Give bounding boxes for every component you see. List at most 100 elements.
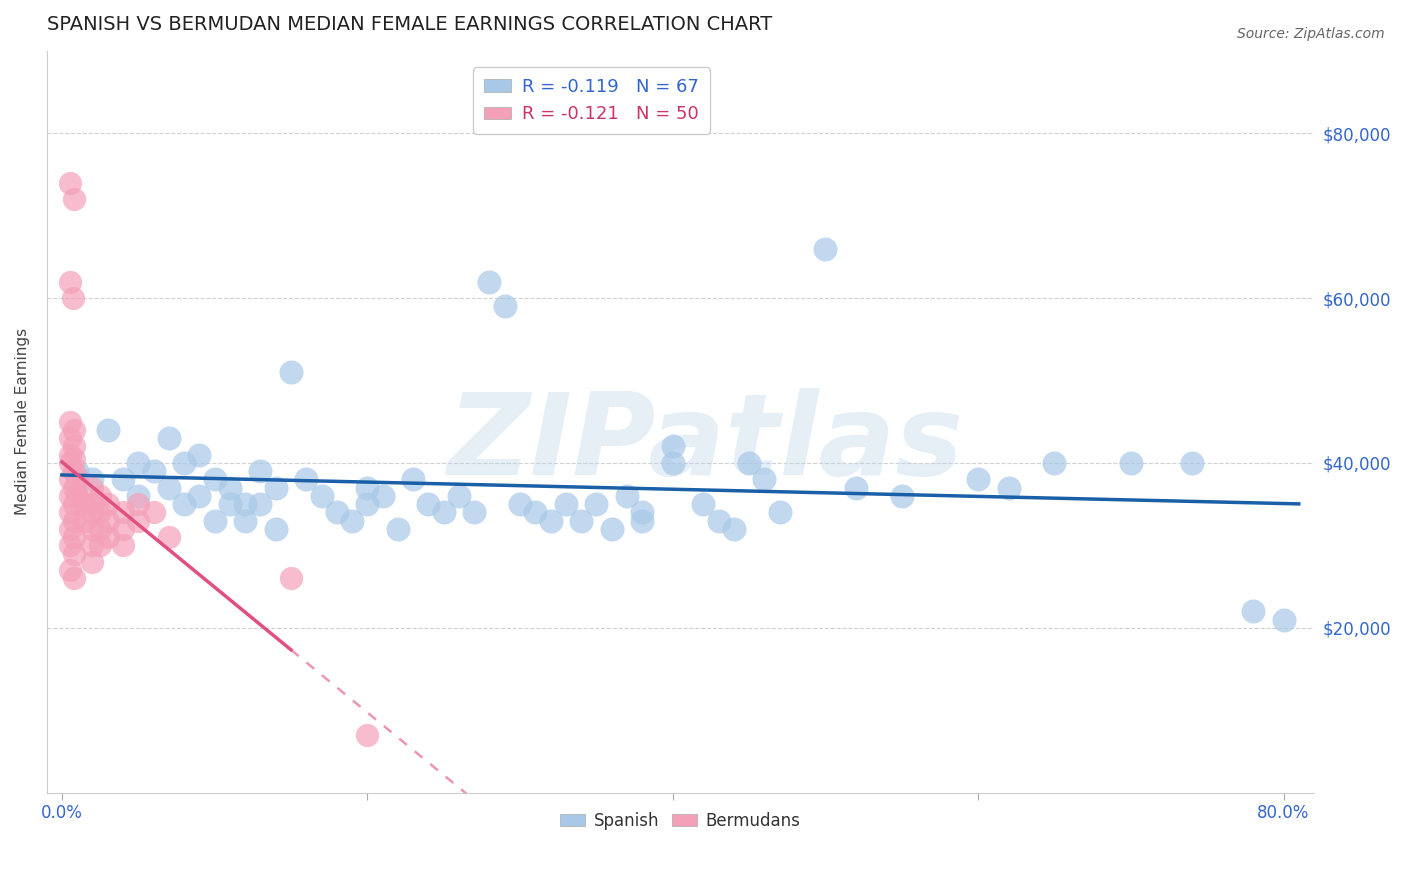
Point bbox=[997, 481, 1019, 495]
Legend: Spanish, Bermudans: Spanish, Bermudans bbox=[554, 805, 807, 836]
Point bbox=[63, 192, 86, 206]
Point bbox=[188, 448, 211, 462]
Point bbox=[600, 522, 623, 536]
Point bbox=[157, 481, 180, 495]
Point bbox=[402, 472, 425, 486]
Point bbox=[111, 522, 134, 536]
Point bbox=[264, 522, 287, 536]
Point bbox=[387, 522, 409, 536]
Point bbox=[97, 423, 120, 437]
Point bbox=[82, 497, 104, 511]
Point bbox=[692, 497, 714, 511]
Point bbox=[631, 514, 654, 528]
Point bbox=[554, 497, 576, 511]
Point bbox=[58, 522, 80, 536]
Point bbox=[845, 481, 868, 495]
Point bbox=[890, 489, 912, 503]
Point bbox=[326, 505, 349, 519]
Point bbox=[233, 497, 256, 511]
Point bbox=[418, 497, 440, 511]
Point bbox=[66, 464, 89, 478]
Text: ZIPatlas: ZIPatlas bbox=[447, 389, 963, 500]
Point bbox=[58, 275, 80, 289]
Point bbox=[585, 497, 607, 511]
Point bbox=[463, 505, 485, 519]
Point bbox=[58, 448, 80, 462]
Point bbox=[219, 481, 242, 495]
Point bbox=[89, 538, 111, 552]
Point bbox=[82, 472, 104, 486]
Point bbox=[127, 514, 149, 528]
Text: Source: ZipAtlas.com: Source: ZipAtlas.com bbox=[1237, 27, 1385, 41]
Point bbox=[89, 489, 111, 503]
Point bbox=[58, 505, 80, 519]
Point bbox=[97, 530, 120, 544]
Point bbox=[73, 514, 96, 528]
Point bbox=[204, 472, 226, 486]
Point bbox=[371, 489, 394, 503]
Point bbox=[661, 456, 683, 470]
Point bbox=[723, 522, 745, 536]
Point bbox=[127, 456, 149, 470]
Point bbox=[433, 505, 456, 519]
Point bbox=[89, 522, 111, 536]
Point bbox=[82, 481, 104, 495]
Point bbox=[63, 440, 86, 454]
Point bbox=[754, 472, 776, 486]
Point bbox=[66, 489, 89, 503]
Y-axis label: Median Female Earnings: Median Female Earnings bbox=[15, 328, 30, 516]
Point bbox=[340, 514, 363, 528]
Point bbox=[97, 497, 120, 511]
Point bbox=[63, 547, 86, 561]
Point bbox=[233, 514, 256, 528]
Point bbox=[58, 431, 80, 445]
Point bbox=[142, 505, 165, 519]
Point bbox=[311, 489, 333, 503]
Point bbox=[63, 423, 86, 437]
Point bbox=[58, 563, 80, 577]
Point bbox=[219, 497, 242, 511]
Point bbox=[58, 472, 80, 486]
Point bbox=[127, 497, 149, 511]
Point bbox=[63, 571, 86, 585]
Point bbox=[58, 176, 80, 190]
Text: SPANISH VS BERMUDAN MEDIAN FEMALE EARNINGS CORRELATION CHART: SPANISH VS BERMUDAN MEDIAN FEMALE EARNIN… bbox=[46, 15, 772, 34]
Point bbox=[295, 472, 318, 486]
Point bbox=[569, 514, 592, 528]
Point bbox=[58, 415, 80, 429]
Point bbox=[82, 522, 104, 536]
Point bbox=[356, 481, 378, 495]
Point bbox=[89, 505, 111, 519]
Point bbox=[63, 514, 86, 528]
Point bbox=[1043, 456, 1066, 470]
Point bbox=[814, 242, 837, 256]
Point bbox=[768, 505, 790, 519]
Point bbox=[58, 489, 80, 503]
Point bbox=[1119, 456, 1142, 470]
Point bbox=[111, 538, 134, 552]
Point bbox=[157, 431, 180, 445]
Point bbox=[540, 514, 562, 528]
Point bbox=[82, 538, 104, 552]
Point bbox=[66, 472, 89, 486]
Point bbox=[478, 275, 501, 289]
Point bbox=[356, 497, 378, 511]
Point bbox=[63, 464, 86, 478]
Point bbox=[204, 514, 226, 528]
Point bbox=[280, 571, 302, 585]
Point bbox=[249, 464, 271, 478]
Point bbox=[967, 472, 990, 486]
Point bbox=[447, 489, 470, 503]
Point bbox=[188, 489, 211, 503]
Point bbox=[173, 497, 195, 511]
Point bbox=[63, 530, 86, 544]
Point bbox=[249, 497, 271, 511]
Point bbox=[509, 497, 531, 511]
Point bbox=[280, 365, 302, 379]
Point bbox=[661, 440, 683, 454]
Point bbox=[524, 505, 547, 519]
Point bbox=[356, 728, 378, 742]
Point bbox=[616, 489, 638, 503]
Point bbox=[631, 505, 654, 519]
Point bbox=[58, 538, 80, 552]
